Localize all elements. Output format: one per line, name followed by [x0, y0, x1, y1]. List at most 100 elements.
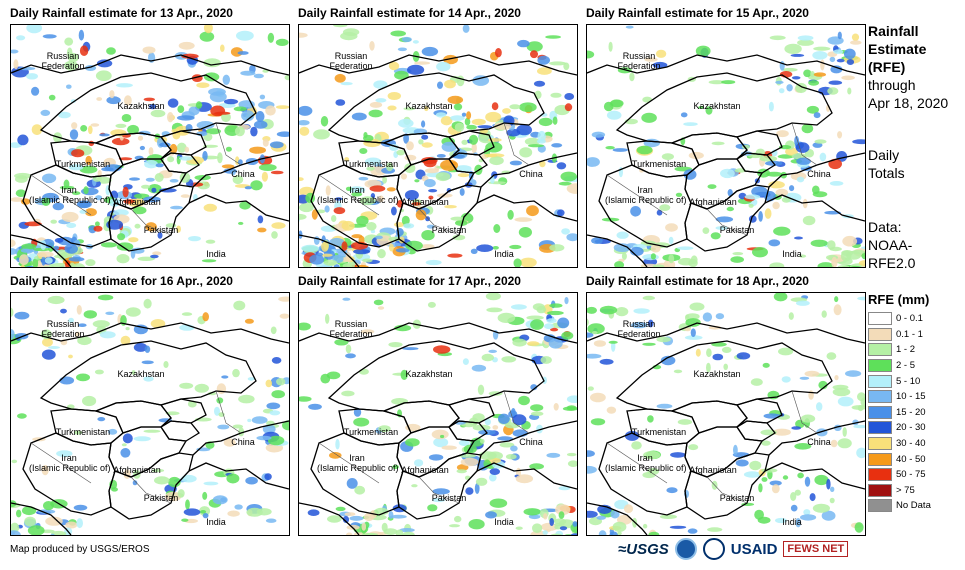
rain-cell: [179, 156, 193, 161]
rain-cell: [861, 246, 865, 250]
legend-item: 50 - 75: [868, 467, 931, 483]
legend-label: 15 - 20: [896, 406, 926, 418]
rain-cell: [133, 342, 148, 352]
rain-cell: [354, 485, 366, 495]
country-border: [188, 194, 289, 222]
map-label-turkmenistan: Turkmenistan: [55, 427, 111, 437]
rain-cell: [359, 196, 376, 206]
rain-cell: [375, 98, 387, 103]
rain-cell: [806, 105, 819, 114]
province-border: [418, 476, 460, 504]
legend-swatch: [868, 312, 892, 326]
rain-cell: [801, 123, 814, 134]
rain-cell: [79, 45, 89, 56]
rain-cell: [97, 417, 106, 422]
rain-cell: [11, 329, 15, 340]
rain-cell: [775, 80, 784, 84]
rain-cell: [489, 473, 497, 482]
rain-cell: [606, 406, 617, 414]
map-label-india: India: [206, 249, 226, 259]
map-label-russia: Russian Federation: [41, 51, 85, 71]
map-label-afghanistan: Afghanistan: [113, 197, 161, 207]
rain-cell: [145, 177, 155, 182]
rain-cell: [225, 146, 232, 152]
rain-cell: [590, 392, 606, 403]
map-label-china: China: [231, 437, 255, 447]
rain-cell: [512, 414, 527, 426]
rain-cell: [265, 518, 277, 523]
rain-cell: [390, 514, 407, 519]
rain-cell: [144, 160, 159, 169]
rain-cell: [660, 355, 676, 366]
rain-cell: [845, 370, 862, 377]
rain-cell: [609, 531, 619, 535]
rain-cell: [234, 126, 245, 137]
rain-cell: [404, 163, 416, 174]
rain-cell: [188, 106, 200, 116]
rain-cell: [244, 318, 254, 324]
rain-cell: [516, 124, 532, 136]
rain-cell: [462, 358, 469, 365]
rain-cell: [42, 337, 53, 347]
rain-cell: [502, 108, 511, 114]
rain-cell: [466, 124, 477, 130]
rain-cell: [205, 239, 216, 244]
rain-cell: [813, 72, 826, 77]
rain-cell: [405, 240, 423, 251]
rain-cell: [203, 144, 219, 148]
map-label-iran: Iran (Islamic Republic of): [605, 453, 687, 473]
rain-cell: [614, 261, 625, 267]
map-label-afghanistan: Afghanistan: [113, 465, 161, 475]
legend-item: 0.1 - 1: [868, 327, 931, 343]
rain-cell: [402, 347, 419, 351]
rain-cell: [497, 312, 516, 323]
rain-cell: [642, 342, 656, 346]
rain-cell: [257, 215, 264, 224]
rain-cell: [299, 322, 311, 331]
rain-cell: [406, 141, 414, 151]
rain-cell: [420, 244, 435, 249]
usaid-seal-icon: [702, 538, 725, 560]
rain-cell: [428, 189, 438, 193]
rain-cell: [78, 323, 87, 327]
rain-cell: [566, 395, 577, 403]
rain-cell: [461, 139, 468, 145]
rain-cell: [169, 179, 179, 183]
rain-cell: [335, 99, 346, 106]
rain-cell: [374, 507, 389, 516]
rain-cell: [424, 106, 429, 112]
rain-cell: [165, 411, 180, 416]
rain-cell: [795, 82, 807, 94]
rain-cell: [50, 533, 55, 535]
province-border: [318, 174, 380, 216]
rain-cell: [36, 251, 54, 258]
rain-cell: [97, 170, 102, 177]
legend-item: 0 - 0.1: [868, 311, 931, 327]
map-label-kazakhstan: Kazakhstan: [693, 101, 741, 111]
rain-cell: [526, 41, 543, 52]
rain-cell: [351, 112, 367, 121]
rain-cell: [275, 105, 289, 109]
map-label-russia: Russian Federation: [617, 51, 661, 71]
rain-cell: [530, 384, 538, 391]
rain-cell: [549, 244, 565, 252]
rain-cell: [116, 254, 130, 264]
rain-cell: [526, 205, 539, 217]
rain-cell: [353, 417, 370, 427]
rain-cell: [552, 116, 558, 125]
rain-cell: [758, 211, 763, 222]
rain-cell: [351, 234, 363, 239]
rain-cell: [141, 360, 154, 365]
rain-cell: [730, 256, 744, 263]
rain-cell: [133, 436, 151, 442]
rain-cell: [803, 69, 812, 78]
legend-label: 20 - 30: [896, 422, 926, 434]
rain-cell: [148, 147, 154, 156]
rain-cell: [122, 433, 133, 444]
rain-cell: [60, 308, 67, 314]
province-border: [606, 442, 668, 484]
rain-cell: [851, 33, 860, 41]
rain-cell: [847, 87, 852, 95]
rain-cell: [550, 92, 562, 98]
rain-cell: [471, 364, 487, 372]
